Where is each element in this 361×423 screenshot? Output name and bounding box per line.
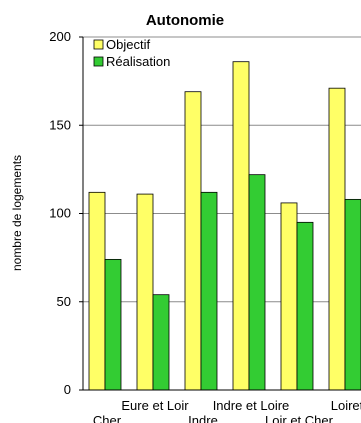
bar-réalisation — [344, 198, 361, 391]
x-tick-label: Indre — [188, 413, 218, 423]
bar-layer — [88, 61, 361, 391]
bar-objectif — [184, 91, 202, 391]
bar-objectif — [88, 191, 106, 391]
grid-layer — [83, 36, 361, 303]
y-tick-label: 150 — [49, 117, 71, 132]
bar-objectif — [232, 61, 250, 391]
x-tick-label: Indre et Loire — [213, 398, 290, 413]
bar-réalisation — [200, 191, 218, 391]
y-tick-label: 200 — [49, 29, 71, 44]
bar-réalisation — [104, 258, 122, 391]
tick-layer: 0 50 100 150 200 — [49, 29, 83, 397]
legend-label-objectif: Objectif — [106, 37, 150, 52]
y-tick-label: 50 — [57, 294, 71, 309]
legend: Objectif Réalisation — [93, 37, 170, 69]
x-tick-label: Loir et Cher — [265, 413, 334, 423]
legend-swatch-objectif — [93, 39, 104, 50]
y-axis-label: nombre de logements — [10, 155, 24, 271]
y-tick-label: 100 — [49, 206, 71, 221]
x-tick-label: Cher — [93, 413, 122, 423]
legend-label-réalisation: Réalisation — [106, 54, 170, 69]
chart-title: Autonomie — [146, 12, 224, 29]
x-tick-label: Loiret — [331, 398, 361, 413]
x-tick-label: Eure et Loir — [121, 398, 189, 413]
bar-objectif — [280, 202, 298, 391]
bar-réalisation — [248, 174, 266, 391]
bar-objectif — [328, 87, 346, 391]
bar-réalisation — [296, 221, 314, 391]
bar-réalisation — [152, 294, 170, 391]
bar-objectif — [136, 193, 154, 391]
y-tick-label: 0 — [64, 382, 71, 397]
legend-swatch-réalisation — [93, 56, 104, 67]
